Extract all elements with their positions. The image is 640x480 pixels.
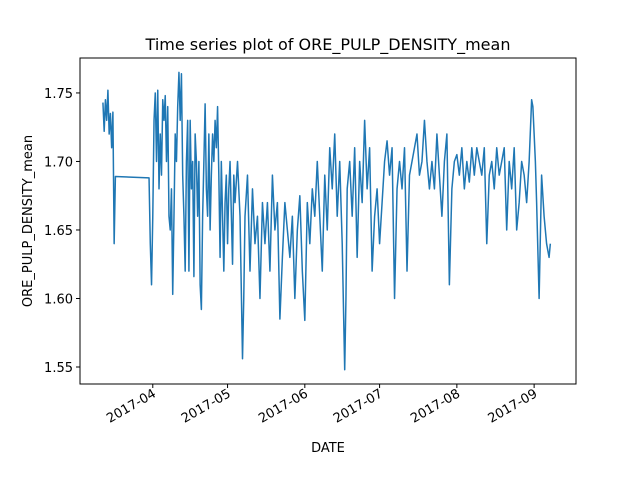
y-tick-label: 1.65 xyxy=(44,224,73,239)
y-tick-label: 1.75 xyxy=(44,87,73,102)
plot-frame xyxy=(79,57,577,385)
chart-title: Time series plot of ORE_PULP_DENSITY_mea… xyxy=(145,35,511,55)
y-tick-label: 1.60 xyxy=(44,292,73,307)
y-tick-label: 1.70 xyxy=(44,155,73,170)
x-axis-label: DATE xyxy=(311,441,345,456)
y-tick-label: 1.55 xyxy=(44,361,73,376)
y-axis-label: ORE_PULP_DENSITY_mean xyxy=(21,135,36,307)
data-line xyxy=(102,71,552,371)
